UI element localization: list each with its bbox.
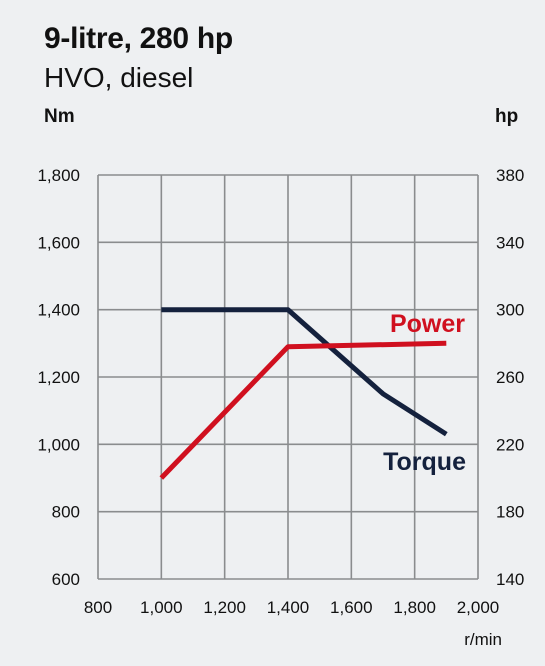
y-right-tick-label: 180: [496, 503, 524, 522]
y-right-tick-label: 220: [496, 435, 524, 454]
chart-title: 9-litre, 280 hp: [44, 22, 233, 55]
x-tick-label: 800: [84, 598, 112, 617]
y-right-tick-label: 140: [496, 570, 524, 589]
y-left-tick-label: 1,800: [37, 166, 80, 185]
series-label-torque: Torque: [383, 448, 466, 476]
y-right-tick-label: 340: [496, 233, 524, 252]
y-left-tick-label: 600: [52, 570, 80, 589]
x-tick-label: 1,400: [267, 598, 310, 617]
x-tick-label: 1,800: [393, 598, 436, 617]
y-left-tick-label: 1,200: [37, 368, 80, 387]
y-right-axis-label: hp: [495, 106, 519, 127]
y-right-tick-label: 300: [496, 301, 524, 320]
series-line-torque: [161, 307, 448, 437]
y-left-tick-label: 1,400: [37, 301, 80, 320]
x-tick-label: 1,200: [203, 598, 246, 617]
y-left-tick-label: 1,600: [37, 233, 80, 252]
x-axis-label: r/min: [464, 630, 502, 649]
y-left-tick-label: 1,000: [37, 435, 80, 454]
series-line-power: [159, 340, 447, 480]
series-label-power: Power: [390, 310, 465, 338]
y-right-tick-label: 260: [496, 368, 524, 387]
y-left-axis-label: Nm: [44, 106, 75, 127]
y-left-tick-label: 800: [52, 503, 80, 522]
x-tick-label: 2,000: [457, 598, 500, 617]
x-tick-label: 1,000: [140, 598, 183, 617]
chart-subtitle: HVO, diesel: [44, 62, 194, 93]
x-tick-label: 1,600: [330, 598, 373, 617]
y-right-tick-label: 380: [496, 166, 524, 185]
